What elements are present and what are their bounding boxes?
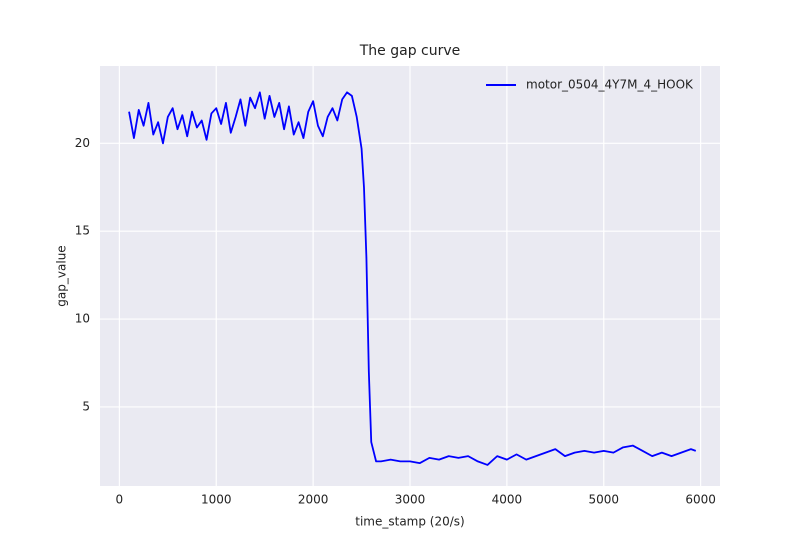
x-tick-label: 1000 (201, 493, 232, 507)
x-tick-label: 3000 (395, 493, 426, 507)
x-axis-label: time_stamp (20/s) (355, 515, 464, 529)
line-series (128, 91, 697, 466)
y-tick-label: 20 (75, 136, 90, 150)
x-tick-label: 4000 (492, 493, 523, 507)
marks (128, 91, 697, 466)
chart-title: The gap curve (359, 43, 461, 59)
x-tick-label: 6000 (685, 493, 716, 507)
legend-label: motor_0504_4Y7M_4_HOOK (526, 78, 694, 92)
grid (100, 66, 720, 486)
y-tick-label: 15 (75, 224, 90, 238)
y-tick-label: 5 (82, 399, 90, 413)
y-axis-label: gap_value (55, 245, 69, 306)
x-tick-label: 5000 (588, 493, 619, 507)
y-tick-label: 10 (75, 312, 90, 326)
x-tick-label: 2000 (298, 493, 329, 507)
legend: motor_0504_4Y7M_4_HOOK (486, 78, 694, 92)
x-tick-label: 0 (116, 493, 124, 507)
